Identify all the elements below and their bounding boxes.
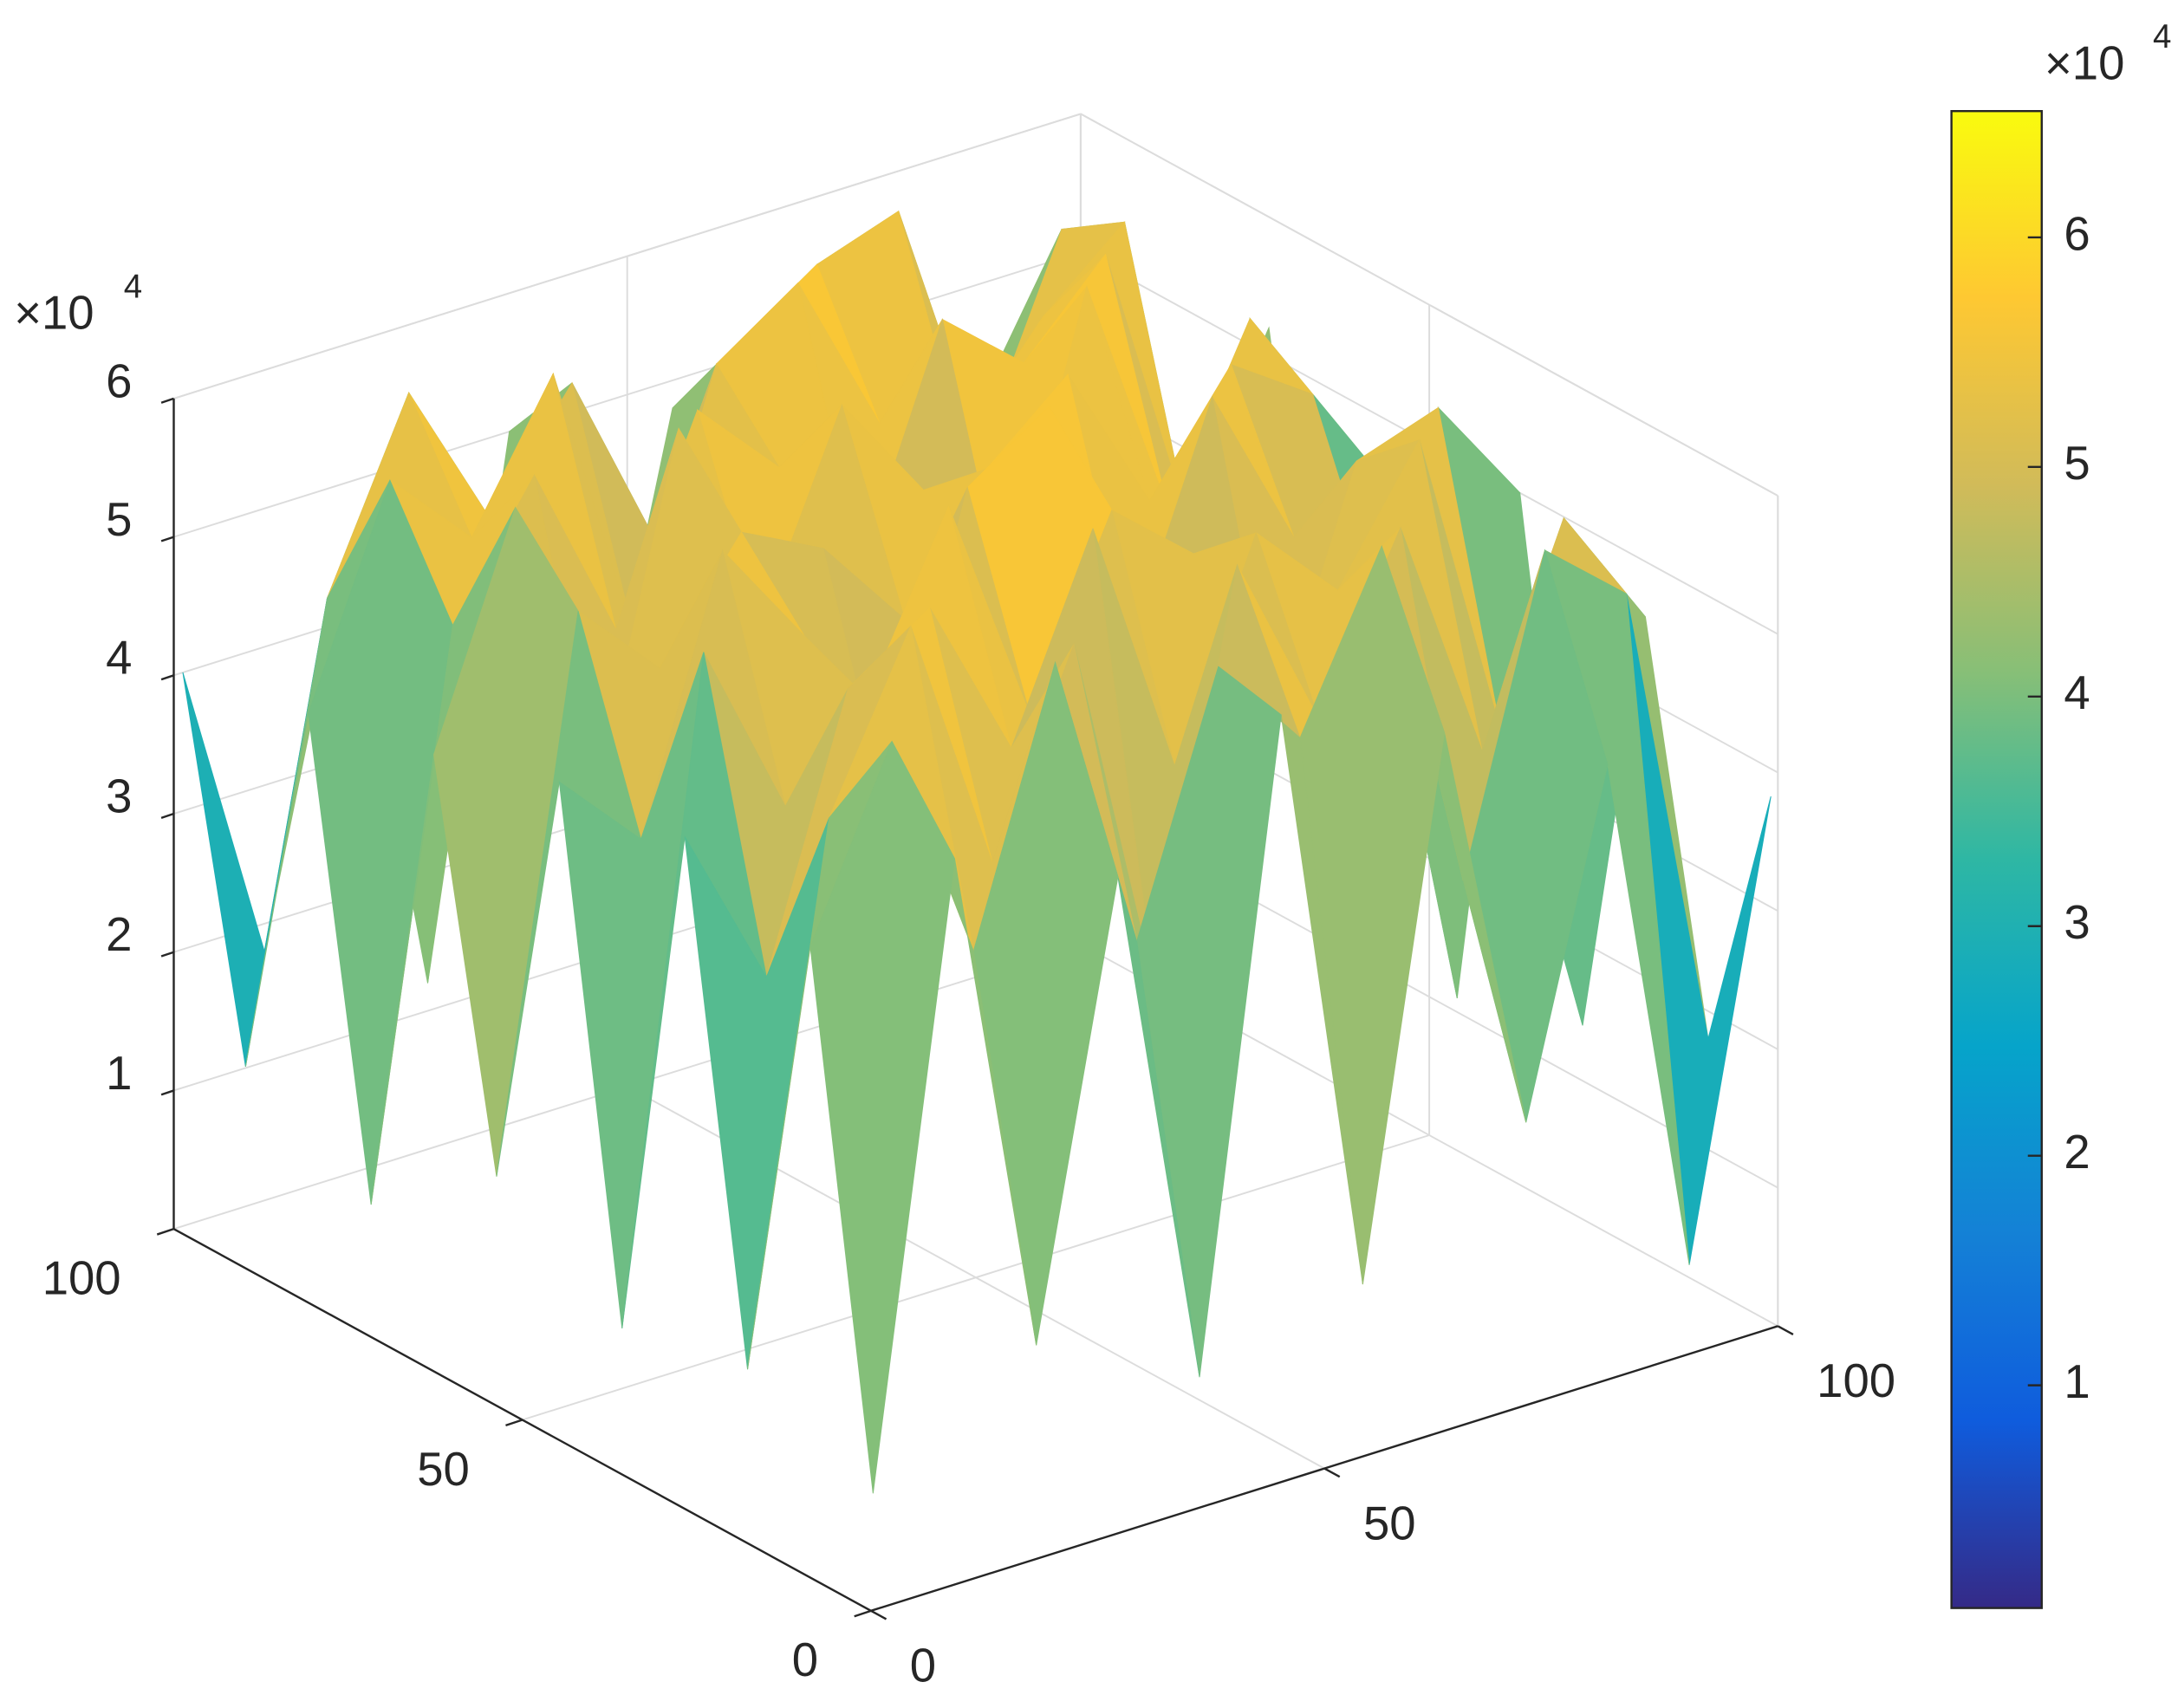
y-tick — [156, 1228, 174, 1236]
z-tick — [160, 397, 174, 404]
colorbar-tick-label: 2 — [2064, 1126, 2090, 1179]
z-tick-label: 6 — [106, 354, 132, 407]
grid-line — [522, 1134, 1430, 1421]
colorbar-gradient — [1950, 109, 2043, 1609]
z-tick — [160, 536, 174, 542]
x-tick — [1323, 1467, 1341, 1478]
z-tick-label: 4 — [106, 632, 132, 685]
z-tick-label: 3 — [106, 770, 132, 822]
x-tick — [1777, 1325, 1794, 1335]
surface-patch — [809, 740, 956, 1494]
z-tick-label: 5 — [106, 493, 132, 546]
box-edge — [173, 113, 1082, 399]
colorbar-exponent-base: ×10 — [2045, 36, 2124, 89]
axes: 1 2 3 4 5 6 0 50 100 0 50 100 — [42, 354, 1895, 1692]
x-tick-label: 50 — [1363, 1497, 1416, 1549]
colorbar-tick-label: 6 — [2064, 207, 2090, 260]
z-tick — [160, 674, 174, 681]
y-tick-label: 100 — [42, 1251, 121, 1304]
y-tick — [505, 1419, 523, 1427]
y-tick-label: 0 — [792, 1633, 818, 1686]
z-tick-label: 2 — [106, 908, 132, 961]
x-tick — [870, 1609, 887, 1620]
z-exponent: 4 — [124, 268, 142, 305]
z-tick-label: 1 — [106, 1047, 132, 1100]
colorbar: 1 2 3 4 5 6 — [1950, 109, 2090, 1609]
colorbar-tick-label: 5 — [2064, 437, 2090, 490]
z-tick — [160, 812, 174, 819]
z-tick — [160, 951, 174, 958]
colorbar-tick-label: 3 — [2064, 896, 2090, 949]
z-tick — [160, 1089, 174, 1096]
x-tick-label: 0 — [910, 1640, 936, 1692]
y-tick-label: 50 — [417, 1443, 470, 1496]
colorbar-tick-label: 4 — [2064, 666, 2090, 719]
box-edge — [1080, 113, 1778, 497]
surface-patch — [182, 598, 328, 1068]
surface — [182, 210, 1772, 1494]
z-exponent-base: ×10 — [14, 287, 94, 340]
colorbar-exponent: 4 — [2153, 18, 2171, 55]
y-tick — [854, 1609, 872, 1618]
colorbar-tick-label: 1 — [2064, 1355, 2090, 1408]
x-tick-label: 100 — [1817, 1354, 1895, 1407]
